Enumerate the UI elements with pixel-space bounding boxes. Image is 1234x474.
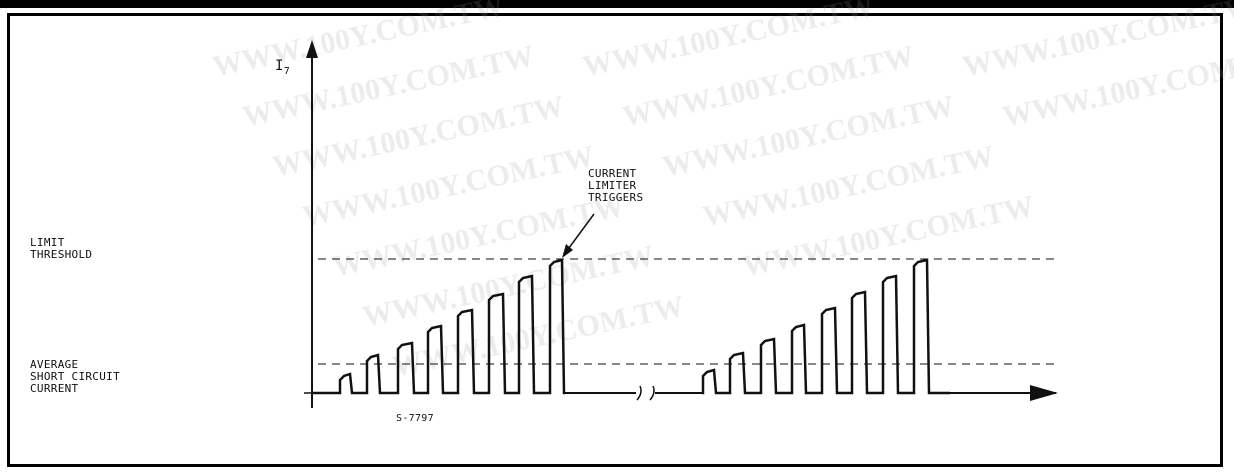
average-current-label: AVERAGE SHORT CIRCUIT CURRENT (30, 358, 120, 395)
figure-frame (7, 13, 1223, 467)
figure-code: S-7797 (396, 413, 434, 424)
y-axis-label-text: I (275, 58, 284, 74)
y-axis-arrow (306, 40, 318, 58)
annotation-pointer-head (562, 244, 573, 258)
header-bar (0, 0, 1234, 8)
axis-break-mark (636, 385, 655, 401)
limit-threshold-label: LIMIT THRESHOLD (30, 236, 93, 261)
pulse-train-1 (312, 258, 566, 395)
pulse-train-2 (701, 258, 950, 395)
y-axis-label: I7 (275, 42, 290, 80)
annotation-pointer (565, 213, 595, 253)
y-axis-label-subscript: 7 (283, 65, 291, 77)
current-limiter-annotation: CURRENT LIMITER TRIGGERS (588, 167, 644, 204)
